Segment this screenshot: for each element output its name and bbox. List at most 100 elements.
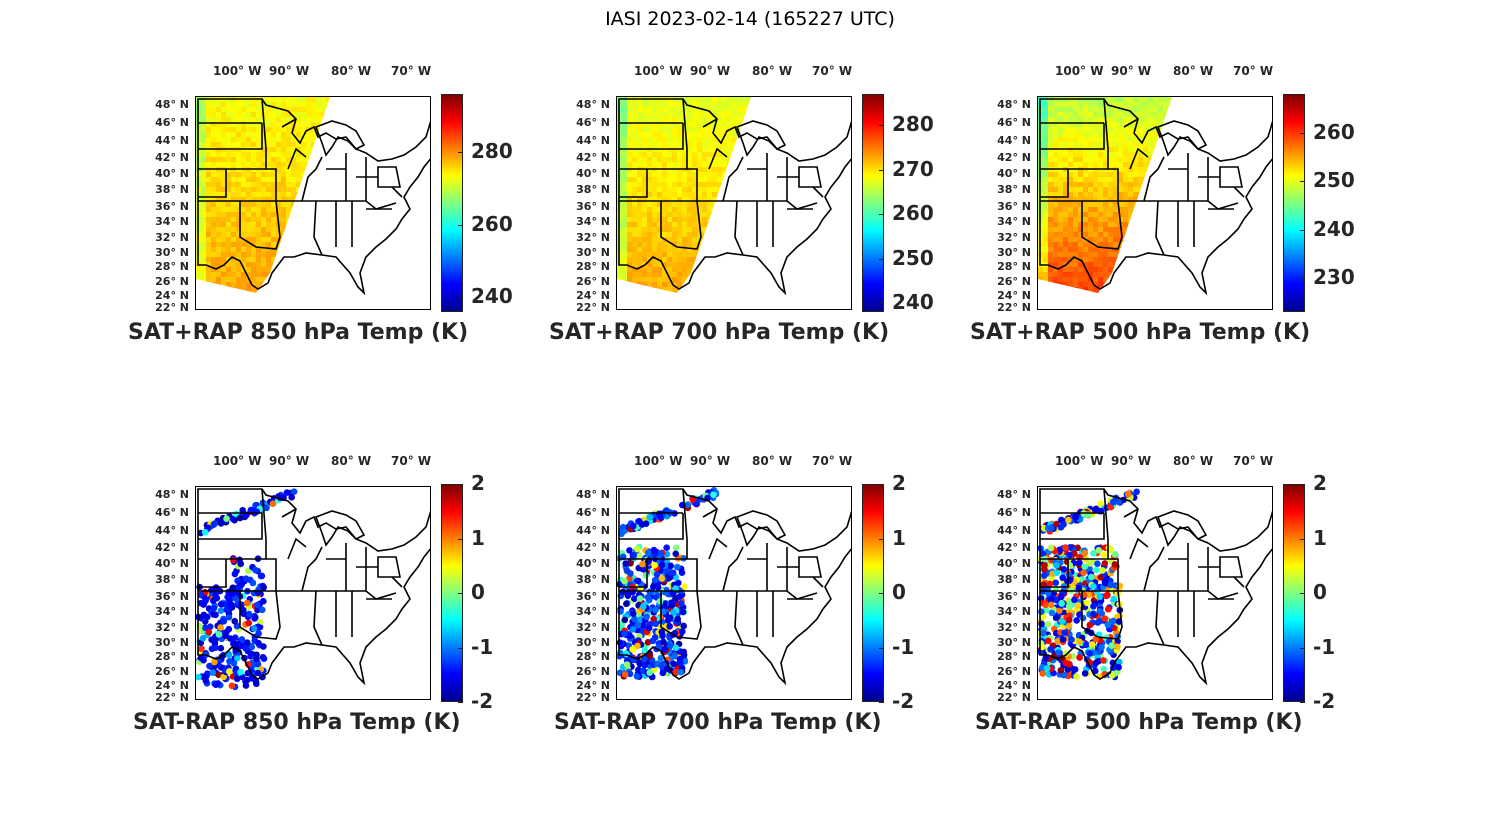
lon-tick-label: 80° W bbox=[752, 64, 793, 78]
lon-tick-label: 70° W bbox=[1233, 454, 1274, 468]
lon-tick-label: 70° W bbox=[391, 64, 432, 78]
lat-tick-label: 22° N bbox=[576, 691, 610, 704]
lat-tick-label: 28° N bbox=[997, 650, 1031, 663]
colorbar-tick-label: 0 bbox=[471, 580, 485, 604]
lat-tick-label: 40° N bbox=[576, 167, 610, 180]
colorbar bbox=[1283, 94, 1305, 312]
lat-tick-label: 40° N bbox=[576, 557, 610, 570]
lat-tick-label: 30° N bbox=[155, 246, 189, 259]
lat-tick-label: 34° N bbox=[155, 605, 189, 618]
lat-tick-label: 34° N bbox=[997, 215, 1031, 228]
panel-title: SAT-RAP 850 hPa Temp (K) bbox=[133, 710, 461, 735]
lat-tick-label: 22° N bbox=[997, 691, 1031, 704]
map-frame bbox=[616, 96, 852, 310]
lat-tick-label: 44° N bbox=[155, 524, 189, 537]
lat-tick-label: 26° N bbox=[155, 275, 189, 288]
map-canvas bbox=[196, 97, 430, 296]
lat-tick-label: 26° N bbox=[576, 665, 610, 678]
lon-tick-label: 70° W bbox=[812, 64, 853, 78]
lat-tick-label: 36° N bbox=[576, 200, 610, 213]
lat-tick-label: 34° N bbox=[997, 605, 1031, 618]
panel-title: SAT+RAP 850 hPa Temp (K) bbox=[128, 320, 469, 345]
lon-tick-label: 70° W bbox=[391, 454, 432, 468]
colorbar-tick-label: 280 bbox=[892, 112, 934, 137]
colorbar-tick-label: 1 bbox=[892, 525, 906, 550]
lat-tick-label: 28° N bbox=[576, 260, 610, 273]
lat-tick-label: 48° N bbox=[997, 98, 1031, 111]
colorbar-tick-label: 280 bbox=[471, 139, 513, 164]
lat-tick-label: 44° N bbox=[155, 134, 189, 147]
lat-tick-label: 48° N bbox=[155, 488, 189, 501]
lat-tick-label: 26° N bbox=[576, 275, 610, 288]
colorbar-tick-mark bbox=[458, 702, 463, 703]
lon-tick-label: 100° W bbox=[1055, 454, 1104, 468]
colorbar-tick-label: 260 bbox=[1313, 119, 1355, 144]
lat-tick-label: 44° N bbox=[997, 134, 1031, 147]
lat-tick-label: 46° N bbox=[576, 116, 610, 129]
colorbar-tick-mark bbox=[1300, 229, 1305, 231]
lat-tick-label: 24° N bbox=[997, 679, 1031, 692]
lat-tick-label: 26° N bbox=[155, 665, 189, 678]
state-boundaries bbox=[618, 488, 851, 686]
lon-tick-label: 80° W bbox=[1173, 454, 1214, 468]
colorbar-tick-mark bbox=[1300, 132, 1305, 134]
lat-tick-label: 44° N bbox=[576, 524, 610, 537]
map-canvas bbox=[1038, 488, 1272, 686]
colorbar-tick-mark bbox=[1300, 538, 1305, 540]
lat-tick-label: 48° N bbox=[576, 98, 610, 111]
colorbar-tick-label: 240 bbox=[892, 290, 934, 315]
difference-dots bbox=[196, 488, 298, 691]
colorbar-tick-mark bbox=[1300, 181, 1305, 183]
colorbar-tick-mark bbox=[879, 169, 884, 171]
colorbar-tick-mark bbox=[879, 647, 884, 649]
lat-tick-label: 38° N bbox=[997, 573, 1031, 586]
lat-tick-label: 30° N bbox=[997, 636, 1031, 649]
colorbar-tick-label: -2 bbox=[1313, 689, 1336, 713]
lat-tick-label: 46° N bbox=[997, 116, 1031, 129]
colorbar-tick-label: -2 bbox=[471, 689, 494, 713]
colorbar-tick-mark bbox=[458, 593, 463, 594]
lat-tick-label: 42° N bbox=[576, 541, 610, 554]
map-frame bbox=[1037, 486, 1273, 700]
lat-tick-label: 26° N bbox=[997, 665, 1031, 678]
lat-tick-label: 42° N bbox=[997, 151, 1031, 164]
lat-tick-label: 40° N bbox=[997, 167, 1031, 180]
lat-tick-label: 22° N bbox=[997, 301, 1031, 314]
lat-tick-label: 28° N bbox=[576, 650, 610, 663]
colorbar-tick-label: 260 bbox=[892, 201, 934, 226]
colorbar-tick-mark bbox=[1300, 702, 1305, 703]
lat-tick-label: 32° N bbox=[155, 231, 189, 244]
lat-tick-label: 22° N bbox=[155, 691, 189, 704]
figure-title: IASI 2023-02-14 (165227 UTC) bbox=[605, 8, 895, 30]
lat-tick-label: 38° N bbox=[997, 183, 1031, 196]
map-frame bbox=[195, 96, 431, 310]
lon-tick-label: 90° W bbox=[269, 64, 310, 78]
lat-tick-label: 40° N bbox=[997, 557, 1031, 570]
lon-tick-label: 100° W bbox=[213, 64, 262, 78]
colorbar-tick-mark bbox=[1300, 647, 1305, 649]
lat-tick-label: 36° N bbox=[997, 590, 1031, 603]
colorbar-tick-mark bbox=[458, 224, 463, 226]
lat-tick-label: 32° N bbox=[155, 621, 189, 634]
colorbar-tick-mark bbox=[879, 593, 884, 594]
lat-tick-label: 28° N bbox=[155, 260, 189, 273]
lon-tick-label: 100° W bbox=[213, 454, 262, 468]
lon-tick-label: 70° W bbox=[812, 454, 853, 468]
state-boundaries bbox=[618, 98, 851, 296]
lat-tick-label: 42° N bbox=[997, 541, 1031, 554]
colorbar-tick-label: 2 bbox=[892, 471, 906, 495]
colorbar-tick-mark bbox=[879, 258, 884, 260]
lat-tick-label: 36° N bbox=[997, 200, 1031, 213]
lat-tick-label: 48° N bbox=[155, 98, 189, 111]
colorbar-tick-label: 2 bbox=[1313, 471, 1327, 495]
lon-tick-label: 90° W bbox=[690, 454, 731, 468]
lat-tick-label: 38° N bbox=[155, 183, 189, 196]
colorbar-tick-mark bbox=[458, 647, 463, 649]
lat-tick-label: 30° N bbox=[155, 636, 189, 649]
lat-tick-label: 42° N bbox=[155, 151, 189, 164]
colorbar bbox=[441, 94, 463, 312]
lat-tick-label: 48° N bbox=[576, 488, 610, 501]
lat-tick-label: 22° N bbox=[155, 301, 189, 314]
lat-tick-label: 42° N bbox=[155, 541, 189, 554]
colorbar-tick-mark bbox=[1300, 593, 1305, 594]
